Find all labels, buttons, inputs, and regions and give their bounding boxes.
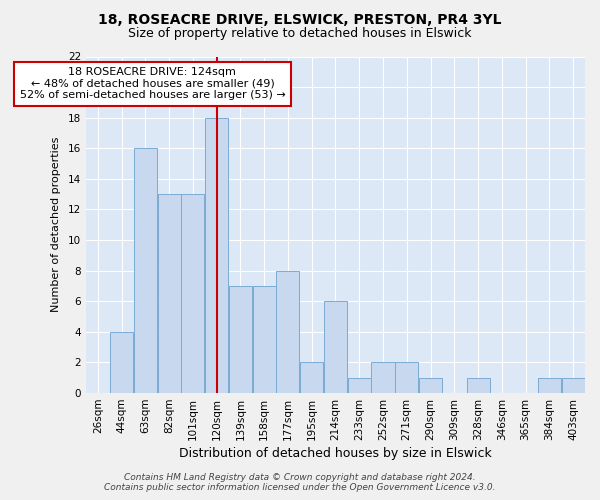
Bar	[419, 378, 442, 393]
Bar	[134, 148, 157, 393]
Bar	[300, 362, 323, 393]
Bar	[277, 270, 299, 393]
Y-axis label: Number of detached properties: Number of detached properties	[51, 137, 61, 312]
Bar	[395, 362, 418, 393]
Bar	[253, 286, 275, 393]
Text: Size of property relative to detached houses in Elswick: Size of property relative to detached ho…	[128, 28, 472, 40]
Bar	[324, 302, 347, 393]
Bar	[181, 194, 205, 393]
Bar	[371, 362, 395, 393]
Bar	[158, 194, 181, 393]
Text: 18 ROSEACRE DRIVE: 124sqm
← 48% of detached houses are smaller (49)
52% of semi-: 18 ROSEACRE DRIVE: 124sqm ← 48% of detac…	[20, 67, 286, 100]
Text: 18, ROSEACRE DRIVE, ELSWICK, PRESTON, PR4 3YL: 18, ROSEACRE DRIVE, ELSWICK, PRESTON, PR…	[98, 12, 502, 26]
Bar	[467, 378, 490, 393]
Bar	[110, 332, 133, 393]
Text: Contains HM Land Registry data © Crown copyright and database right 2024.
Contai: Contains HM Land Registry data © Crown c…	[104, 473, 496, 492]
Bar	[229, 286, 252, 393]
X-axis label: Distribution of detached houses by size in Elswick: Distribution of detached houses by size …	[179, 447, 492, 460]
Bar	[205, 118, 228, 393]
Bar	[538, 378, 561, 393]
Bar	[562, 378, 584, 393]
Bar	[347, 378, 371, 393]
